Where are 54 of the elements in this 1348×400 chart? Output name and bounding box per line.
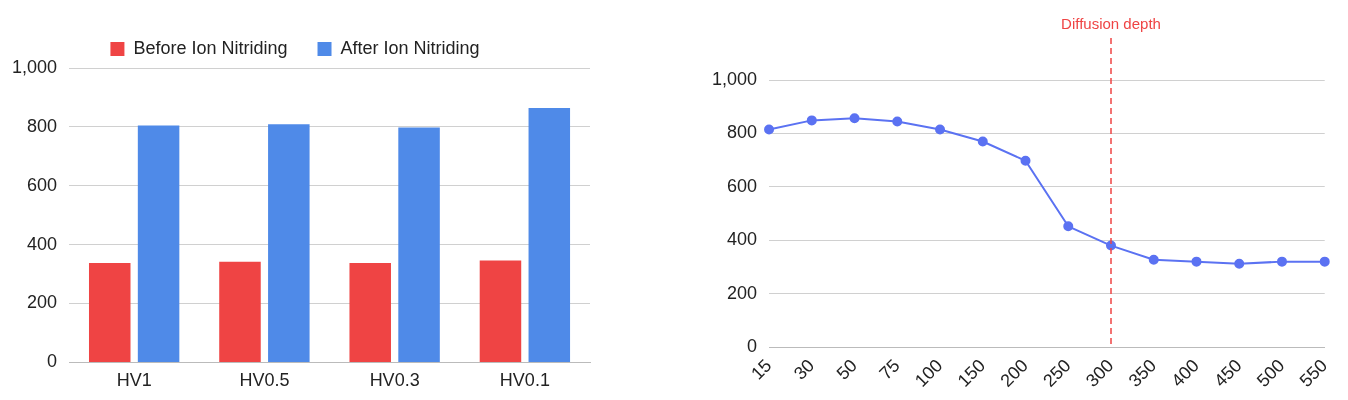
ref-line-label: Diffusion depth	[1061, 14, 1161, 32]
x-tick-label: 350	[1124, 355, 1161, 391]
point	[1319, 256, 1330, 267]
x-tick-label: 30	[789, 355, 819, 384]
x-tick-label: HV1	[116, 370, 152, 391]
point	[1276, 256, 1287, 267]
bar	[528, 108, 571, 362]
x-tick-label: 200	[996, 355, 1032, 391]
bar	[398, 127, 440, 362]
point	[1191, 256, 1202, 267]
point	[935, 124, 946, 135]
y-tick-label: 600	[727, 175, 758, 196]
y-tick-label: 400	[27, 233, 58, 254]
point	[764, 124, 775, 135]
bar	[137, 125, 180, 362]
y-tick-label: 800	[727, 122, 758, 143]
x-tick-label: HV0.3	[369, 370, 420, 391]
x-tick-label: 400	[1167, 355, 1203, 391]
y-tick-label: 0	[47, 351, 58, 372]
bar	[349, 262, 391, 362]
point	[849, 113, 860, 124]
point	[977, 136, 988, 147]
y-tick-label: 0	[747, 336, 758, 357]
y-tick-label: 1,000	[12, 56, 58, 77]
bar	[88, 262, 131, 362]
point	[1234, 258, 1245, 269]
bar	[268, 124, 310, 362]
x-tick-label: 250	[1039, 355, 1075, 391]
point	[1020, 155, 1031, 166]
bar	[219, 261, 261, 362]
x-tick-label: 75	[875, 355, 904, 384]
x-tick-label: HV0.1	[499, 370, 550, 391]
x-tick-label: HV0.5	[239, 370, 290, 391]
y-tick-label: 1,000	[712, 68, 758, 89]
x-tick-label: 150	[953, 355, 990, 391]
y-tick-label: 200	[727, 282, 758, 303]
bar	[479, 260, 522, 362]
point	[806, 115, 817, 126]
x-tick-label: 100	[910, 355, 947, 391]
legend-label: After Ion Nitriding	[340, 37, 480, 58]
x-tick-label: 550	[1295, 355, 1332, 391]
y-tick-label: 400	[727, 229, 758, 250]
point	[892, 116, 903, 127]
x-tick-label: 450	[1210, 355, 1246, 391]
y-tick-label: 200	[27, 292, 58, 313]
x-tick-label: 300	[1081, 355, 1118, 391]
x-tick-label: 15	[747, 355, 776, 384]
x-tick-label: 50	[832, 355, 861, 384]
legend-label: Before Ion Nitriding	[133, 37, 288, 58]
y-tick-label: 600	[27, 174, 58, 195]
x-tick-label: 500	[1252, 355, 1289, 391]
y-tick-label: 800	[27, 115, 58, 136]
point	[1148, 254, 1159, 265]
point	[1063, 221, 1074, 232]
